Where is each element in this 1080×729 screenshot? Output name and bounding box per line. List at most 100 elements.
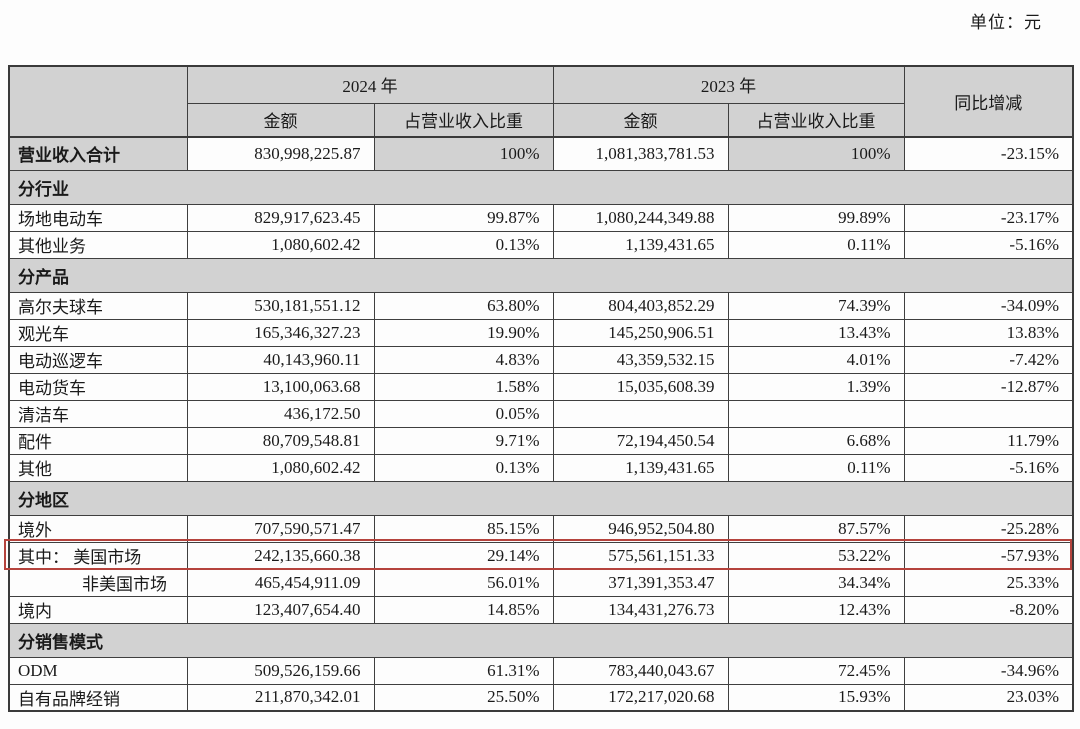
header-ratio-2024: 占营业收入比重 <box>373 102 554 138</box>
row-label: 清洁车 <box>8 399 188 428</box>
ratio-2023: 100% <box>727 136 905 171</box>
ratio-2024: 61.31% <box>373 656 554 685</box>
ratio-2023: 34.34% <box>727 568 905 597</box>
yoy-change: -7.42% <box>903 345 1074 374</box>
ratio-2024: 63.80% <box>373 291 554 320</box>
row-label: 非美国市场 <box>8 568 188 597</box>
yoy-change: -23.15% <box>903 136 1074 171</box>
section-label: 分产品 <box>8 257 1074 293</box>
row-label: 电动货车 <box>8 372 188 401</box>
yoy-change: 23.03% <box>903 683 1074 712</box>
row-label: 配件 <box>8 426 188 455</box>
ratio-2023: 0.11% <box>727 453 905 482</box>
table-row: 其他 1,080,602.42 0.13% 1,139,431.65 0.11% -5.1… <box>8 453 1074 482</box>
header-ratio-2023: 占营业收入比重 <box>727 102 905 138</box>
amount-2024: 242,135,660.38 <box>186 541 375 570</box>
header-year-2024: 2024 年 <box>186 65 554 104</box>
ratio-2024: 1.58% <box>373 372 554 401</box>
amount-2024: 829,917,623.45 <box>186 203 375 232</box>
ratio-2023: 99.89% <box>727 203 905 232</box>
table-header: 2024 年 2023 年 同比增减 金额 占营业收入比重 金额 占营业收入比重 <box>8 65 1074 138</box>
amount-2024: 830,998,225.87 <box>186 136 375 171</box>
table-row: 自有品牌经销 211,870,342.01 25.50% 172,217,020.68… <box>8 683 1074 712</box>
ratio-2024: 4.83% <box>373 345 554 374</box>
yoy-change: 25.33% <box>903 568 1074 597</box>
amount-2023: 946,952,504.80 <box>552 514 729 543</box>
amount-2023: 43,359,532.15 <box>552 345 729 374</box>
ratio-2024: 19.90% <box>373 318 554 347</box>
table-row: 高尔夫球车 530,181,551.12 63.80% 804,403,852.29 7… <box>8 291 1074 320</box>
amount-2024: 530,181,551.12 <box>186 291 375 320</box>
ratio-2023: 53.22% <box>727 541 905 570</box>
table-body: 营业收入合计 830,998,225.87 100% 1,081,383,781.53… <box>8 136 1074 712</box>
section-row: 分销售模式 <box>8 622 1074 658</box>
yoy-change: -23.17% <box>903 203 1074 232</box>
yoy-change: -12.87% <box>903 372 1074 401</box>
amount-2023: 145,250,906.51 <box>552 318 729 347</box>
table-row: 境外 707,590,571.47 85.15% 946,952,504.80 87.5… <box>8 514 1074 543</box>
amount-2024: 1,080,602.42 <box>186 230 375 259</box>
ratio-2023: 12.43% <box>727 595 905 624</box>
table-row: 配件 80,709,548.81 9.71% 72,194,450.54 6.68% 11… <box>8 426 1074 455</box>
amount-2023: 575,561,151.33 <box>552 541 729 570</box>
ratio-2024: 0.05% <box>373 399 554 428</box>
ratio-2024: 0.13% <box>373 230 554 259</box>
table-row: 营业收入合计 830,998,225.87 100% 1,081,383,781.53… <box>8 136 1074 171</box>
amount-2023: 172,217,020.68 <box>552 683 729 712</box>
section-label: 分行业 <box>8 169 1074 205</box>
yoy-change: -34.09% <box>903 291 1074 320</box>
row-label: 高尔夫球车 <box>8 291 188 320</box>
table-row: 电动货车 13,100,063.68 1.58% 15,035,608.39 1.39%… <box>8 372 1074 401</box>
amount-2024: 13,100,063.68 <box>186 372 375 401</box>
ratio-2023: 74.39% <box>727 291 905 320</box>
ratio-2023: 0.11% <box>727 230 905 259</box>
ratio-2023: 15.93% <box>727 683 905 712</box>
amount-2023: 1,081,383,781.53 <box>552 136 729 171</box>
ratio-2024: 56.01% <box>373 568 554 597</box>
yoy-change: -5.16% <box>903 230 1074 259</box>
ratio-2024: 85.15% <box>373 514 554 543</box>
amount-2023: 1,139,431.65 <box>552 453 729 482</box>
ratio-2023: 1.39% <box>727 372 905 401</box>
table-row: 其他业务 1,080,602.42 0.13% 1,139,431.65 0.11% -5… <box>8 230 1074 259</box>
table-row: 场地电动车 829,917,623.45 99.87% 1,080,244,349.8… <box>8 203 1074 232</box>
row-label: 其他业务 <box>8 230 188 259</box>
section-row: 分行业 <box>8 169 1074 205</box>
header-row-label-blank <box>8 65 188 138</box>
row-label: 场地电动车 <box>8 203 188 232</box>
section-row: 分地区 <box>8 480 1074 516</box>
yoy-change <box>903 399 1074 428</box>
amount-2023: 134,431,276.73 <box>552 595 729 624</box>
amount-2024: 1,080,602.42 <box>186 453 375 482</box>
ratio-2023 <box>727 399 905 428</box>
row-label: 境内 <box>8 595 188 624</box>
ratio-2023: 13.43% <box>727 318 905 347</box>
amount-2024: 509,526,159.66 <box>186 656 375 685</box>
row-label: 自有品牌经销 <box>8 683 188 712</box>
highlight-row: 其中： 美国市场 242,135,660.38 29.14% 575,561,151.… <box>8 541 1074 570</box>
table-row: ODM 509,526,159.66 61.31% 783,440,043.67 72.… <box>8 656 1074 685</box>
header-yoy-change: 同比增减 <box>903 65 1074 138</box>
yoy-change: -5.16% <box>903 453 1074 482</box>
table-row: 电动巡逻车 40,143,960.11 4.83% 43,359,532.15 4.01… <box>8 345 1074 374</box>
yoy-change: 13.83% <box>903 318 1074 347</box>
ratio-2023: 4.01% <box>727 345 905 374</box>
ratio-2024: 0.13% <box>373 453 554 482</box>
yoy-change: -57.93% <box>903 541 1074 570</box>
amount-2024: 123,407,654.40 <box>186 595 375 624</box>
amount-2024: 165,346,327.23 <box>186 318 375 347</box>
ratio-2023: 87.57% <box>727 514 905 543</box>
revenue-table: 2024 年 2023 年 同比增减 金额 占营业收入比重 金额 占营业收入比重… <box>8 65 1074 712</box>
amount-2023: 1,139,431.65 <box>552 230 729 259</box>
section-row: 分产品 <box>8 257 1074 293</box>
header-amount-2023: 金额 <box>552 102 729 138</box>
amount-2023: 371,391,353.47 <box>552 568 729 597</box>
table-row: 境内 123,407,654.40 14.85% 134,431,276.73 12.4… <box>8 595 1074 624</box>
amount-2023: 1,080,244,349.88 <box>552 203 729 232</box>
table-row: 非美国市场 465,454,911.09 56.01% 371,391,353.47 3… <box>8 568 1074 597</box>
ratio-2024: 25.50% <box>373 683 554 712</box>
amount-2024: 80,709,548.81 <box>186 426 375 455</box>
amount-2023: 804,403,852.29 <box>552 291 729 320</box>
header-amount-2024: 金额 <box>186 102 375 138</box>
section-label: 分销售模式 <box>8 622 1074 658</box>
